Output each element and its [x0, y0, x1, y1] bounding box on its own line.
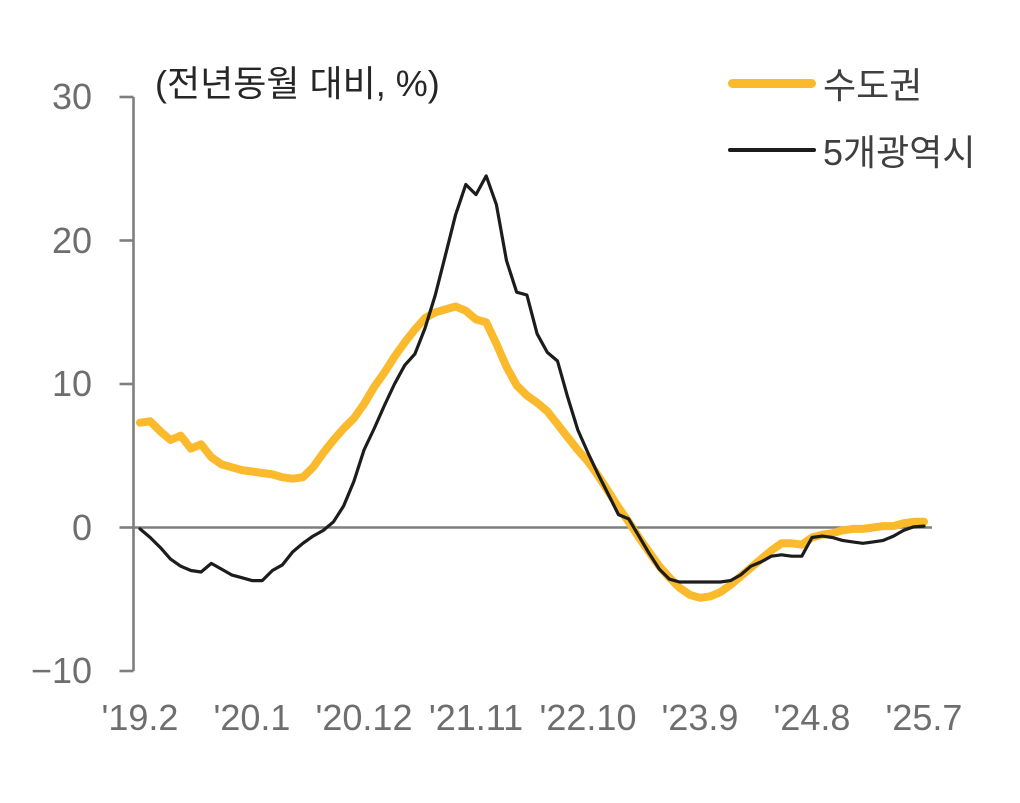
- x-tick-label: '20.1: [213, 697, 291, 738]
- legend-item-5-metro-cities: 5개광역시: [728, 127, 976, 173]
- series-line-0: [136, 302, 928, 602]
- legend: 수도권 5개광역시: [728, 60, 976, 173]
- legend-label-sudogwon: 수도권: [823, 65, 923, 106]
- legend-line-swatch-black: [728, 148, 816, 152]
- y-tick-label: −10: [30, 650, 92, 691]
- y-tick-label: 0: [71, 506, 92, 548]
- legend-item-sudogwon: 수도권: [728, 60, 976, 106]
- y-tick-label: 20: [51, 219, 92, 261]
- axis-unit-label: (전년동월 대비, %): [155, 63, 440, 104]
- x-tick-label: '19.2: [101, 697, 179, 738]
- y-tick-label: 10: [51, 363, 92, 404]
- series-line-1: [138, 174, 926, 584]
- x-tick-label: '25.7: [885, 697, 963, 738]
- x-tick-label: '21.11: [428, 697, 524, 738]
- x-tick-label: '24.8: [773, 697, 851, 738]
- x-tick-label: '22.10: [539, 697, 637, 738]
- legend-label-5-metro-cities: 5개광역시: [823, 132, 976, 173]
- y-tick-label: 30: [51, 76, 92, 117]
- legend-line-swatch-yellow: [728, 78, 816, 88]
- x-tick-label: '20.12: [315, 697, 413, 738]
- x-tick-label: '23.9: [661, 697, 739, 738]
